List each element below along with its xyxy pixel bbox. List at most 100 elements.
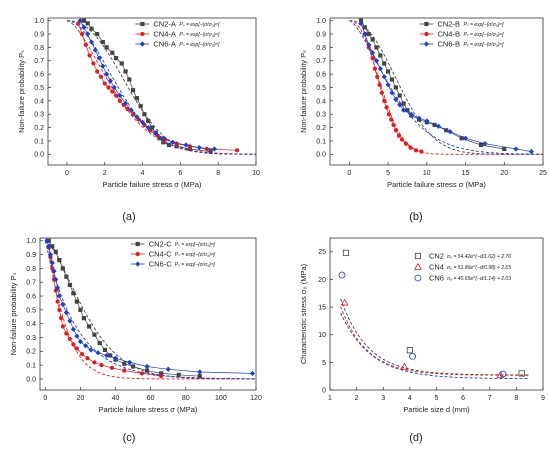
legend-label: CN2 — [429, 252, 444, 261]
data-point — [386, 112, 391, 117]
y-tick-label: 0.6 — [34, 72, 44, 79]
data-point — [104, 352, 110, 359]
data-point — [88, 39, 95, 45]
data-point — [83, 343, 89, 349]
data-point — [459, 136, 464, 141]
data-point — [122, 100, 129, 107]
y-tick-label: 0.6 — [26, 293, 36, 300]
data-point — [46, 243, 52, 249]
series-line — [360, 23, 422, 152]
data-point — [81, 24, 87, 30]
data-point — [447, 128, 453, 135]
data-point — [110, 89, 115, 94]
data-point — [378, 53, 383, 58]
data-point — [47, 251, 54, 258]
fit-curve — [349, 20, 543, 155]
x-tick-label: 3 — [381, 395, 385, 402]
data-point — [204, 146, 209, 152]
x-tick-label: 4 — [408, 395, 412, 402]
data-point — [127, 77, 132, 82]
data-point — [374, 45, 379, 50]
y-tick-label: 10 — [318, 332, 326, 339]
plot-frame — [39, 237, 257, 391]
data-point — [71, 342, 76, 347]
data-point — [389, 117, 394, 122]
y-axis-label: Characteristic stress σ₀ (MPa) — [299, 263, 308, 364]
data-point — [382, 61, 387, 66]
data-point — [370, 55, 375, 61]
x-tick-label: 2 — [103, 170, 107, 177]
panel-a: 0 2 4 6 8 10 0.0 0.1 0.2 0.3 0.4 0.5 0.6 0.7 0.8 0.9 1.0… — [17, 17, 260, 223]
data-point — [513, 146, 519, 152]
data-point — [98, 74, 104, 79]
data-point — [187, 146, 192, 152]
panel-label: (c) — [123, 432, 136, 444]
y-tick-label: 0.9 — [34, 31, 44, 38]
plot-area — [349, 18, 543, 155]
legend-formula: Pₛ = exp[−(σ/σ₀)ᵐ] — [175, 242, 216, 248]
data-point — [57, 258, 62, 263]
data-point — [435, 123, 442, 129]
data-point — [159, 374, 164, 379]
data-point — [95, 69, 100, 74]
data-point — [112, 355, 119, 361]
data-point — [54, 285, 61, 291]
data-point — [58, 316, 64, 321]
data-point — [53, 276, 59, 283]
fit-curve — [44, 240, 256, 380]
series-cn6-b — [349, 20, 543, 155]
x-tick-label: 6 — [178, 170, 182, 177]
legend-label: CN6 — [429, 274, 444, 283]
data-point — [419, 149, 424, 154]
legend-label: CN4-C — [149, 250, 173, 259]
panel-b: 0 5 10 15 20 25 0.0 0.1 0.2 0.3 0.4 0.5 0.6 0.7 0.8 0.9… — [299, 17, 547, 223]
x-tick-label: 20 — [500, 170, 508, 177]
data-point — [134, 96, 139, 101]
legend-marker — [135, 251, 140, 257]
data-point — [340, 298, 349, 306]
data-point — [146, 118, 151, 123]
data-point — [80, 351, 85, 357]
plot-area — [44, 238, 256, 380]
plot-area — [66, 18, 256, 155]
y-tick-label: 0 — [322, 387, 326, 394]
fit-curve — [66, 20, 256, 155]
x-axis-label: Particle failure stress σ (MPa) — [387, 180, 486, 189]
data-point — [373, 58, 380, 64]
fit-curve — [349, 20, 543, 155]
data-point — [372, 66, 378, 71]
x-tick-label: 15 — [462, 170, 470, 177]
data-point — [170, 139, 176, 145]
data-point — [92, 47, 98, 53]
x-axis-label: Particle failure stress σ (MPa) — [99, 405, 198, 414]
legend-formula: σ₀ = 54.42e^(−d/1.02) + 2.70 — [447, 254, 511, 260]
y-tick-label: 0.8 — [26, 266, 36, 273]
y-tick-label: 0.9 — [26, 252, 36, 259]
y-tick-label: 1.0 — [26, 238, 36, 245]
plot-area — [338, 249, 530, 380]
data-point — [109, 365, 115, 370]
data-point — [102, 81, 107, 86]
legend-label: CN2-C — [149, 240, 173, 249]
data-point — [53, 249, 58, 254]
data-point — [70, 326, 76, 332]
data-point — [96, 55, 102, 61]
y-tick-label: 0.1 — [316, 138, 326, 145]
y-axis-label: Non-failure probability Pₛ — [9, 272, 18, 355]
y-tick-label: 0.5 — [34, 85, 44, 92]
x-tick-label: 8 — [514, 395, 518, 402]
legend-label: CN2-A — [153, 20, 176, 29]
data-point — [119, 61, 124, 66]
data-point — [88, 347, 94, 353]
data-point — [400, 107, 407, 113]
y-tick-label: 0.0 — [316, 152, 326, 159]
y-tick-label: 15 — [318, 304, 326, 311]
data-point — [74, 346, 79, 351]
data-point — [211, 146, 217, 152]
legend-formula: Pₛ = exp[−(σ/σ₀)ᵐ] — [179, 22, 220, 28]
series-cn6 — [338, 271, 530, 380]
x-tick-label: 100 — [215, 395, 227, 402]
y-axis-label: Non-failure probability Pₛ — [17, 50, 26, 133]
series-cn2-c — [45, 238, 256, 380]
data-point — [405, 108, 410, 113]
